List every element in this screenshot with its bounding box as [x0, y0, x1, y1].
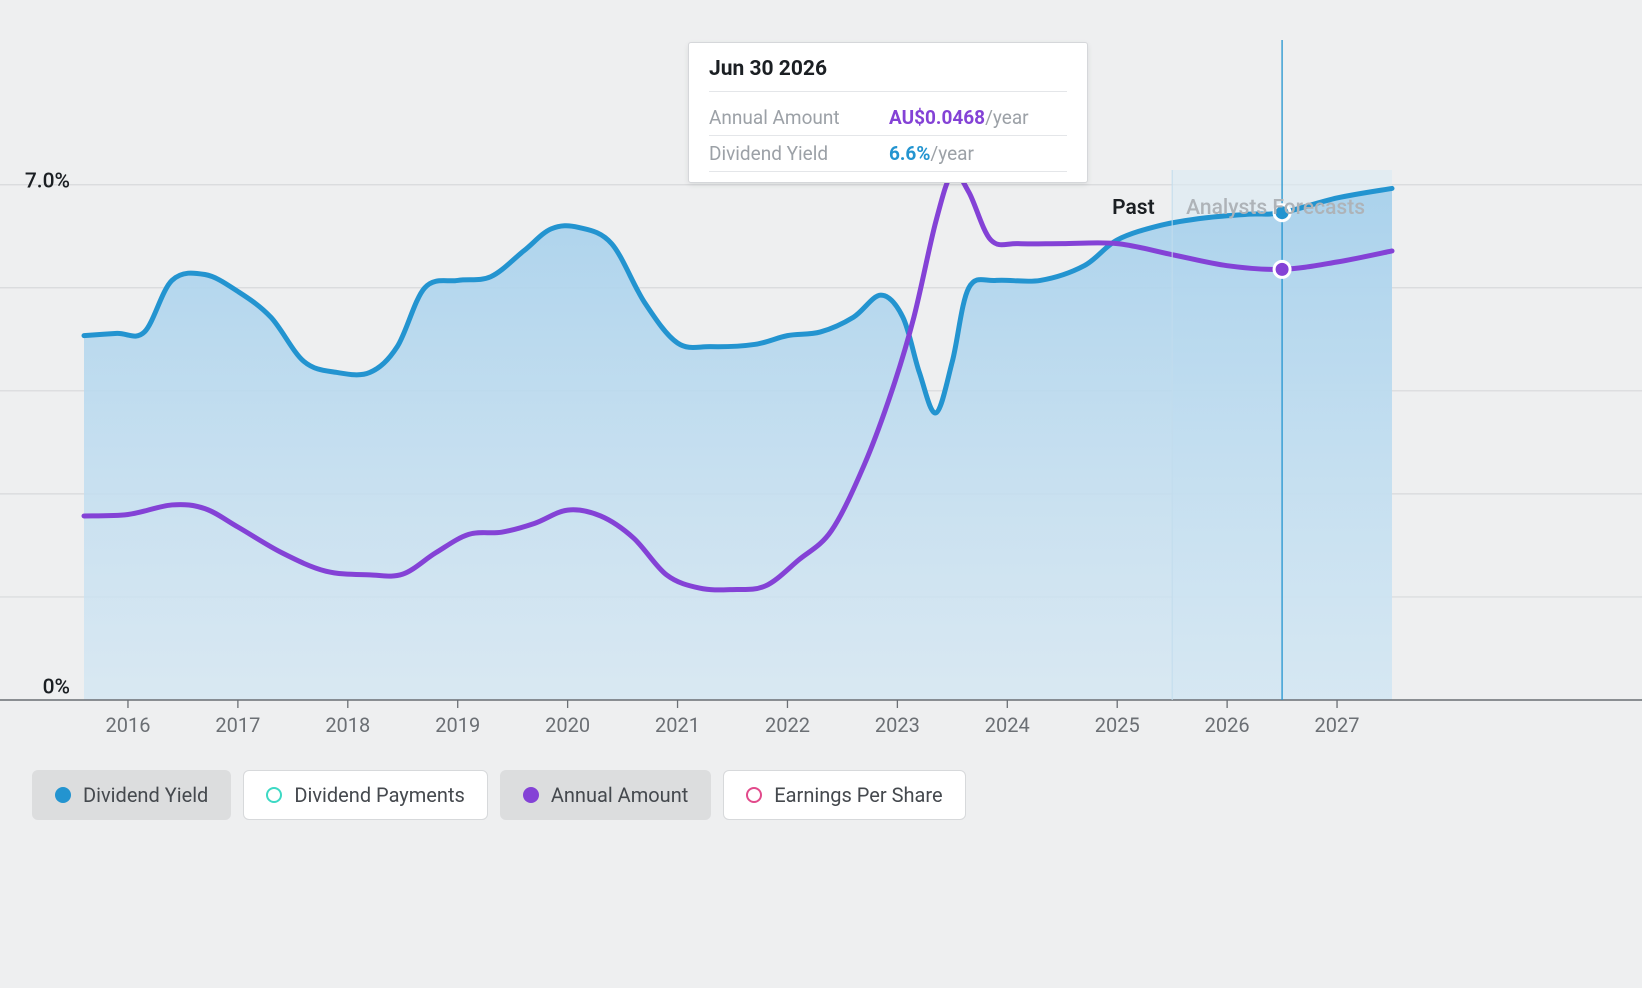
- svg-text:2020: 2020: [545, 713, 590, 737]
- legend-label: Dividend Payments: [294, 783, 464, 807]
- legend-label: Annual Amount: [551, 783, 688, 807]
- tooltip-row: Dividend Yield6.6%/year: [709, 136, 1067, 172]
- svg-text:2025: 2025: [1095, 713, 1140, 737]
- tooltip-row-value: 6.6%: [889, 142, 930, 165]
- svg-text:2017: 2017: [215, 713, 260, 737]
- svg-text:2019: 2019: [435, 713, 480, 737]
- legend: Dividend Yield Dividend Payments Annual Am…: [32, 770, 966, 820]
- legend-item-dividend-payments[interactable]: Dividend Payments: [243, 770, 487, 820]
- chart-container: 2016 2017 2018 2019 2020 2021 2022 2023 2024 2025…: [0, 0, 1642, 988]
- past-label: Past: [1112, 196, 1155, 220]
- legend-swatch: [266, 787, 282, 803]
- legend-swatch: [746, 787, 762, 803]
- legend-swatch: [523, 787, 539, 803]
- hover-tooltip: Jun 30 2026 Annual AmountAU$0.0468/yearD…: [688, 42, 1088, 183]
- tooltip-row: Annual AmountAU$0.0468/year: [709, 100, 1067, 136]
- svg-text:2021: 2021: [655, 713, 700, 737]
- svg-text:2023: 2023: [875, 713, 920, 737]
- tooltip-row-label: Annual Amount: [709, 106, 889, 129]
- tooltip-row-unit: /year: [985, 106, 1029, 129]
- svg-text:2022: 2022: [765, 713, 810, 737]
- svg-text:2026: 2026: [1205, 713, 1250, 737]
- legend-swatch: [55, 787, 71, 803]
- legend-item-dividend-yield[interactable]: Dividend Yield: [32, 770, 231, 820]
- svg-text:2016: 2016: [105, 713, 150, 737]
- svg-text:0%: 0%: [43, 676, 70, 700]
- tooltip-row-unit: /year: [930, 142, 974, 165]
- legend-label: Earnings Per Share: [774, 783, 942, 807]
- forecast-label: Analysts Forecasts: [1186, 196, 1365, 220]
- legend-item-earnings-per-share[interactable]: Earnings Per Share: [723, 770, 965, 820]
- legend-item-annual-amount[interactable]: Annual Amount: [500, 770, 711, 820]
- svg-text:2027: 2027: [1315, 713, 1360, 737]
- svg-text:7.0%: 7.0%: [25, 169, 70, 193]
- svg-text:2024: 2024: [985, 713, 1030, 737]
- svg-text:2018: 2018: [325, 713, 370, 737]
- legend-label: Dividend Yield: [83, 783, 208, 807]
- tooltip-row-label: Dividend Yield: [709, 142, 889, 165]
- tooltip-row-value: AU$0.0468: [889, 106, 985, 129]
- tooltip-date: Jun 30 2026: [709, 57, 1067, 92]
